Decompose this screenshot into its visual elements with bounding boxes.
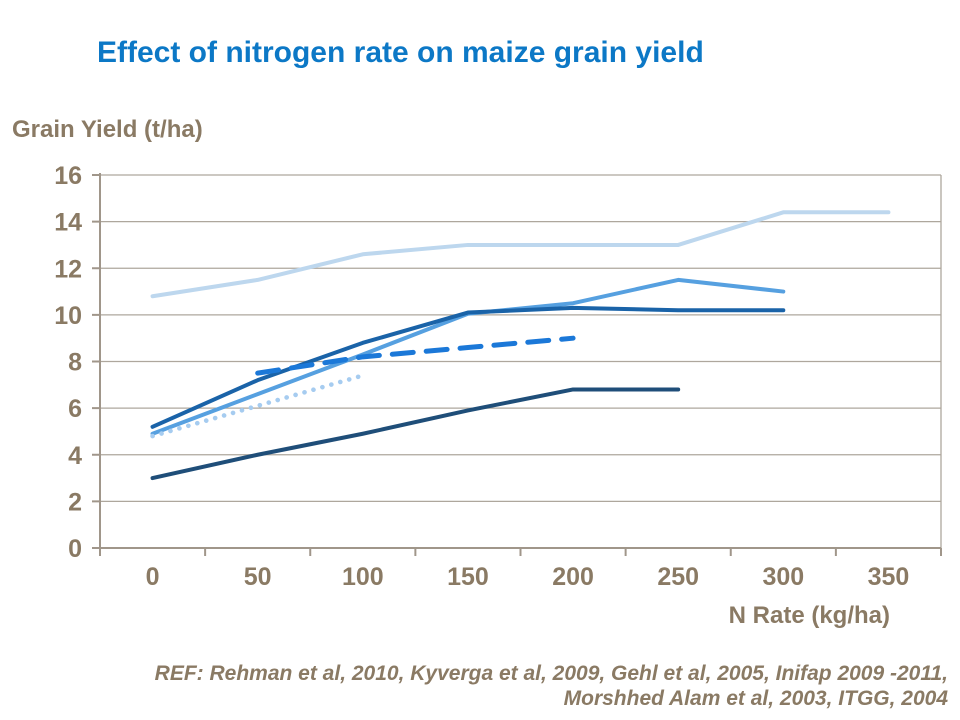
data-series-study-bright-blue-dashed (255, 335, 576, 376)
x-axis-title: N Rate (kg/ha) (728, 602, 890, 629)
reference-line-2: Morshhed Alam et al, 2003, ITGG, 2004 (563, 687, 948, 710)
data-series-study-dark-blue-solid (150, 305, 786, 429)
y-tick-label: 14 (54, 209, 82, 237)
reference-line-1: REF: Rehman et al, 2010, Kyverga et al, … (154, 662, 948, 685)
y-tick-label: 8 (68, 349, 82, 377)
y-tick-label: 2 (68, 488, 82, 516)
y-tick-label: 6 (68, 395, 82, 423)
y-tick-label: 10 (54, 302, 82, 330)
x-tick-label: 250 (657, 563, 699, 591)
y-tick-label: 16 (54, 162, 82, 190)
x-tick-label: 50 (244, 563, 272, 591)
y-tick-label: 4 (68, 442, 82, 470)
y-tick-label: 12 (54, 255, 82, 283)
data-series-study-pale-blue-dotted (150, 373, 366, 439)
x-tick-label: 0 (146, 563, 160, 591)
x-tick-label: 100 (342, 563, 384, 591)
x-tick-label: 150 (447, 563, 489, 591)
data-series-study-light-blue-solid (150, 210, 891, 299)
chart-title: Effect of nitrogen rate on maize grain y… (97, 36, 704, 69)
reference-citations: REF: Rehman et al, 2010, Kyverga et al, … (48, 661, 948, 711)
x-tick-label: 350 (868, 563, 910, 591)
x-tick-label: 200 (552, 563, 594, 591)
x-tick-label: 300 (762, 563, 804, 591)
y-tick-label: 0 (68, 535, 82, 563)
data-series-study-navy-solid (150, 387, 681, 481)
y-axis-title: Grain Yield (t/ha) (12, 116, 203, 143)
